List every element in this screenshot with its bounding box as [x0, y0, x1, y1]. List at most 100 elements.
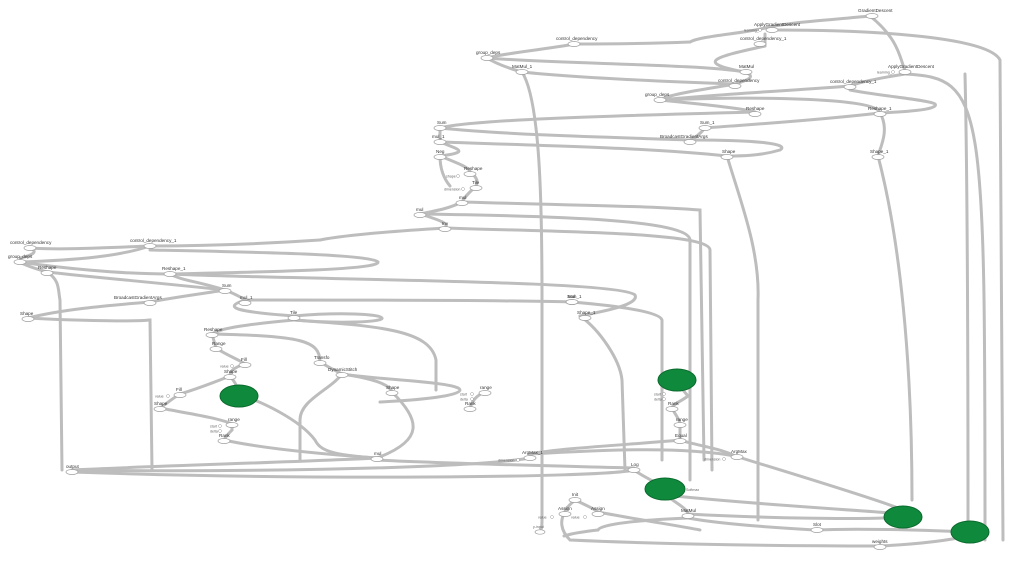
node-neg[interactable]: Neg [433, 149, 447, 160]
node-init[interactable]: Init [568, 492, 582, 503]
node-reshape-1-top[interactable]: Reshape_1 [868, 106, 892, 117]
node-rank-middle[interactable]: Rank [463, 401, 476, 412]
node-mul-b[interactable]: mul [413, 207, 427, 218]
node-rank-right[interactable]: Rank [665, 401, 679, 412]
node-control-dependency-1b[interactable]: control_dependency_1 [830, 79, 877, 90]
variable-node-bottom-1[interactable] [883, 505, 923, 529]
node-rank-center[interactable]: Rank [217, 433, 230, 444]
node-sum-left[interactable]: Sum [218, 283, 232, 294]
node-shape-1-top[interactable]: Shape_1 [870, 149, 889, 160]
svg-text:start: start [654, 393, 661, 397]
node-dynamic-stitch[interactable]: DynamicStitch [328, 367, 358, 378]
node-shape-left-lower[interactable]: Shape [153, 401, 168, 412]
node-output[interactable]: output [65, 464, 79, 475]
node-range-right[interactable]: range start delta [654, 392, 688, 428]
svg-text:range: range [676, 417, 688, 422]
variable-node-right[interactable] [657, 368, 697, 392]
svg-text:Fill: Fill [176, 387, 182, 392]
svg-text:Equal: Equal [675, 433, 687, 438]
node-slot[interactable]: Slot [810, 522, 824, 533]
node-range-center-lower[interactable]: range start delta [210, 417, 240, 434]
node-transfo[interactable]: Transfo [313, 355, 330, 366]
graph-nodes: GradientDescent ApplyGradientDescent lea… [8, 8, 990, 550]
svg-text:Shape: Shape [20, 311, 34, 316]
node-mul-1-left[interactable]: mul_1 [238, 295, 253, 306]
svg-text:value: value [155, 395, 164, 399]
node-y-input[interactable]: y-input [533, 525, 546, 535]
node-inv[interactable]: Inv [438, 221, 452, 232]
node-assign[interactable]: Assign value [538, 506, 572, 520]
node-group-deps-top[interactable]: group_deps [476, 50, 501, 61]
node-matmul[interactable]: MatMul [739, 64, 754, 75]
node-tile-mid[interactable]: Tile dimension [444, 180, 483, 192]
node-argmax[interactable]: ArgMax dimension [704, 449, 748, 462]
node-sum-1[interactable]: Sum_1 [698, 120, 715, 131]
node-reshape-center[interactable]: Reshape [204, 327, 223, 338]
svg-text:mul: mul [416, 207, 423, 212]
node-fill-center[interactable]: Fill value [220, 357, 252, 369]
svg-text:Shape: Shape [386, 385, 400, 390]
svg-text:group_deps: group_deps [8, 254, 33, 259]
node-mul-center[interactable]: mul [370, 451, 384, 462]
node-argmax-1[interactable]: ArgMax_1 dimension [498, 450, 543, 463]
node-weights[interactable]: weights [872, 539, 888, 550]
variable-node-center[interactable] [219, 384, 259, 408]
variable-node-bottom-2[interactable] [950, 520, 990, 544]
node-mul-1[interactable]: mul_1 [432, 134, 447, 145]
svg-text:shape: shape [446, 175, 456, 179]
svg-text:control_dependency: control_dependency [10, 240, 52, 245]
node-shape-top[interactable]: Shape [720, 149, 736, 160]
variable-node-softmax[interactable]: Softmax [644, 477, 699, 501]
svg-text:group_deps: group_deps [476, 50, 501, 55]
node-gradient-descent[interactable]: GradientDescent [858, 8, 893, 19]
node-apply-gradient-descent-2[interactable]: ApplyGradientDescent learning_ [877, 64, 935, 75]
node-assign-1[interactable]: Assign value [571, 506, 605, 520]
node-control-dependency-top[interactable]: control_dependency [556, 36, 598, 47]
node-control-dependency-left[interactable]: control_dependency [10, 240, 52, 251]
node-shape-middle[interactable]: Shape [385, 385, 400, 396]
node-mul-mid[interactable]: mul [455, 195, 469, 206]
node-matmul-bottom[interactable]: MatMul [681, 508, 696, 519]
node-matmul-1[interactable]: MatMul_1 [512, 64, 533, 75]
node-control-dependency-1-left[interactable]: control_dependency_1 [130, 238, 177, 249]
node-reshape-1-left[interactable]: Reshape_1 [162, 266, 186, 277]
svg-text:dimension: dimension [704, 458, 720, 462]
node-reshape-mid[interactable]: Reshape shape [446, 166, 483, 179]
node-log[interactable]: Log [627, 462, 641, 473]
node-broadcast-gradient-args-left[interactable]: BroadcastGradientArgs [114, 295, 162, 306]
node-range-center[interactable]: Range [209, 341, 226, 352]
node-mul-right[interactable]: Mul [565, 294, 579, 305]
node-shape-center[interactable]: Shape [223, 369, 238, 380]
svg-text:delta: delta [460, 398, 468, 402]
node-group-deps-left[interactable]: group_deps [8, 254, 33, 265]
node-reshape-top[interactable]: Reshape [746, 106, 765, 117]
svg-text:ApplyGradientDescent: ApplyGradientDescent [754, 22, 801, 27]
svg-text:Range: Range [212, 341, 226, 346]
node-sum[interactable]: Sum [433, 120, 447, 131]
node-broadcast-gradient-args[interactable]: BroadcastGradientArgs [660, 134, 708, 145]
svg-text:Shape: Shape [154, 401, 168, 406]
node-shape-left[interactable]: Shape [20, 311, 35, 322]
node-fill-left[interactable]: Fill value [155, 387, 187, 399]
node-control-dependency-1-top[interactable]: control_dependency_1 [740, 36, 787, 47]
svg-text:Slot: Slot [813, 522, 822, 527]
svg-text:GradientDescent: GradientDescent [858, 8, 893, 13]
svg-text:DynamicStitch: DynamicStitch [328, 367, 358, 372]
svg-text:start: start [460, 393, 467, 397]
node-control-dependency-b[interactable]: control_dependency [718, 78, 760, 89]
svg-text:mul: mul [374, 451, 381, 456]
node-reshape-left[interactable]: Reshape [38, 265, 57, 276]
node-equal[interactable]: Equal [673, 433, 687, 444]
svg-text:BroadcastGradientArgs: BroadcastGradientArgs [660, 134, 708, 139]
svg-text:MatMul: MatMul [739, 64, 754, 69]
node-apply-gradient-descent[interactable]: ApplyGradientDescent learning_ [744, 22, 801, 33]
svg-text:Reshape: Reshape [38, 265, 57, 270]
svg-text:y-input: y-input [533, 525, 544, 529]
node-group-deps-b[interactable]: group_deps [645, 92, 670, 103]
svg-text:Reshape: Reshape [464, 166, 483, 171]
node-range-middle[interactable]: range start delta [460, 385, 492, 402]
node-shape-1-right[interactable]: Shape_1 [577, 310, 596, 321]
graph-edges [18, 14, 1005, 548]
node-tile-left[interactable]: Tile [287, 310, 301, 321]
